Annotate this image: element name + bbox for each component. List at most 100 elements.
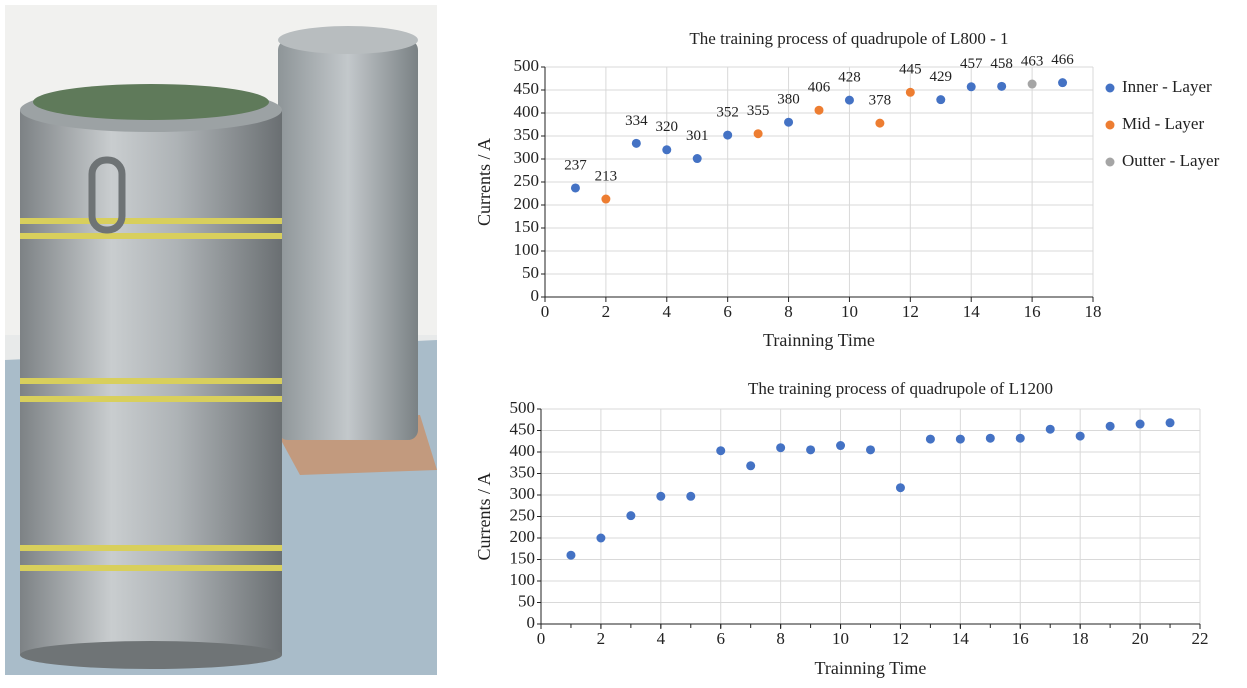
- x-tick-label: 2: [597, 629, 606, 648]
- x-tick-label: 12: [902, 302, 919, 321]
- data-label: 428: [838, 70, 861, 86]
- y-axis-title: Currents / A: [474, 138, 494, 226]
- y-tick-label: 250: [514, 171, 540, 190]
- y-tick-label: 100: [510, 570, 536, 589]
- data-point: [836, 441, 846, 451]
- x-tick-label: 14: [963, 302, 981, 321]
- y-tick-label: 500: [510, 398, 536, 417]
- data-point: [716, 446, 726, 456]
- data-point: [936, 95, 946, 105]
- data-point: [1027, 79, 1037, 89]
- y-tick-label: 450: [510, 419, 536, 438]
- x-tick-label: 16: [1024, 302, 1041, 321]
- x-tick-label: 0: [537, 629, 546, 648]
- x-tick-label: 22: [1192, 629, 1209, 648]
- data-label: 380: [777, 92, 800, 108]
- data-point: [814, 105, 824, 115]
- x-tick-label: 20: [1132, 629, 1149, 648]
- y-tick-label: 250: [510, 505, 536, 524]
- x-tick-label: 6: [716, 629, 725, 648]
- data-point: [596, 533, 606, 543]
- y-tick-label: 300: [514, 148, 540, 167]
- x-tick-label: 0: [541, 302, 550, 321]
- data-point: [570, 183, 580, 193]
- data-point: [631, 138, 641, 148]
- data-label: 458: [990, 56, 1013, 72]
- y-tick-label: 150: [510, 548, 536, 567]
- legend-label: Inner - Layer: [1122, 77, 1212, 96]
- data-label: 406: [808, 80, 831, 96]
- data-point: [866, 445, 875, 455]
- data-point: [746, 461, 756, 471]
- data-label: 237: [564, 157, 587, 173]
- y-tick-label: 300: [510, 484, 536, 503]
- data-point: [784, 117, 794, 127]
- data-point: [875, 118, 885, 128]
- y-tick-label: 450: [514, 79, 540, 98]
- data-point: [753, 129, 763, 139]
- data-point: [997, 81, 1007, 91]
- x-tick-label: 2: [602, 302, 611, 321]
- x-axis-title: Trainning Time: [815, 658, 927, 678]
- x-tick-label: 4: [663, 302, 672, 321]
- data-point: [895, 483, 905, 493]
- x-tick-label: 16: [1012, 629, 1029, 648]
- data-point: [1105, 421, 1115, 431]
- chart-title: The training process of quadrupole of L1…: [748, 379, 1053, 398]
- data-label: 334: [625, 113, 648, 129]
- data-label: 320: [656, 119, 679, 135]
- y-tick-label: 0: [531, 286, 540, 305]
- data-point: [905, 87, 915, 97]
- data-label: 429: [930, 69, 953, 85]
- x-tick-label: 6: [723, 302, 732, 321]
- data-point: [656, 491, 666, 501]
- y-tick-label: 200: [514, 194, 540, 213]
- data-label: 457: [960, 56, 983, 72]
- data-point: [566, 550, 576, 560]
- x-tick-label: 10: [841, 302, 858, 321]
- data-label: 213: [595, 168, 618, 184]
- x-tick-label: 18: [1072, 629, 1089, 648]
- data-label: 355: [747, 103, 770, 119]
- data-point: [955, 434, 965, 444]
- data-point: [692, 154, 702, 164]
- data-label: 352: [716, 105, 739, 121]
- data-point: [686, 491, 696, 501]
- data-point: [1058, 78, 1068, 88]
- y-tick-label: 200: [510, 527, 536, 546]
- y-axis-title: Currents / A: [474, 473, 494, 561]
- data-point: [844, 95, 854, 105]
- x-tick-label: 4: [657, 629, 666, 648]
- x-tick-label: 18: [1085, 302, 1102, 321]
- data-point: [1135, 419, 1145, 429]
- data-label: 378: [869, 93, 892, 109]
- chart: The training process of quadrupole of L8…: [474, 29, 1219, 350]
- data-point: [925, 434, 935, 444]
- legend-label: Outter - Layer: [1122, 151, 1220, 170]
- data-point: [806, 445, 816, 455]
- x-tick-label: 14: [952, 629, 970, 648]
- legend-label: Mid - Layer: [1122, 114, 1204, 133]
- x-tick-label: 8: [776, 629, 785, 648]
- data-point: [626, 511, 636, 521]
- photo: [5, 5, 437, 675]
- data-point: [985, 433, 995, 443]
- legend-marker: [1105, 120, 1115, 130]
- x-tick-label: 12: [892, 629, 909, 648]
- y-tick-label: 150: [514, 217, 540, 236]
- data-label: 466: [1051, 52, 1074, 68]
- data-point: [723, 130, 733, 140]
- data-label: 445: [899, 62, 922, 78]
- data-point: [966, 82, 976, 92]
- y-tick-label: 400: [514, 102, 540, 121]
- y-tick-label: 500: [514, 56, 540, 75]
- legend-marker: [1105, 157, 1115, 167]
- data-point: [1015, 433, 1025, 443]
- x-tick-label: 10: [832, 629, 849, 648]
- x-axis-title: Trainning Time: [763, 330, 875, 350]
- y-tick-label: 50: [518, 591, 535, 610]
- data-point: [1075, 431, 1085, 441]
- y-tick-label: 350: [510, 462, 536, 481]
- data-point: [662, 145, 672, 155]
- data-label: 301: [686, 128, 709, 144]
